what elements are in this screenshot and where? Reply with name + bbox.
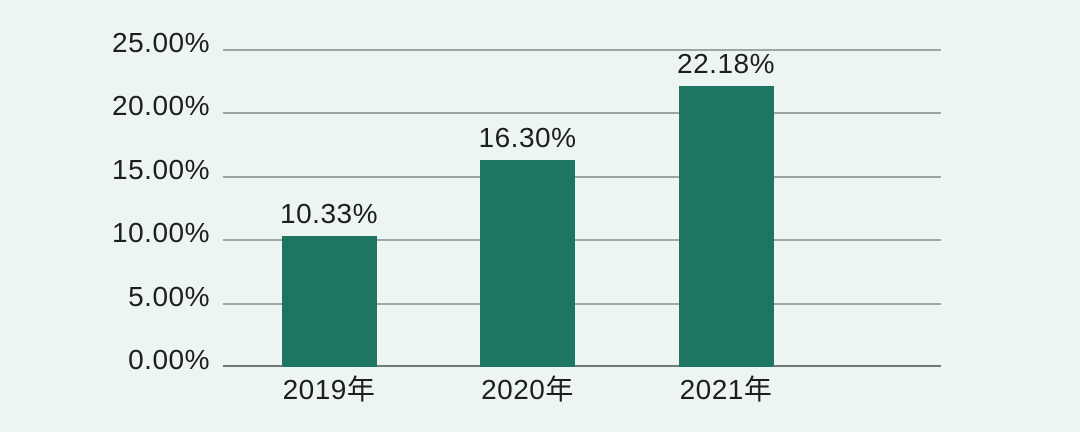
bar-2020 [480,160,575,367]
gridline-20pct [223,112,941,115]
y-axis-tick-label: 5.00% [128,280,210,312]
y-axis-tick-label: 15.00% [112,153,210,185]
bar-value-label-2019: 10.33% [280,198,378,229]
bar-value-label-2020: 16.30% [478,122,577,154]
gridline-15pct [223,175,941,178]
gridline-10pct [223,239,941,242]
x-axis-label-2019: 2019年 [282,374,376,405]
y-axis-tick-label: 20.00% [112,90,210,122]
bar-2019 [281,236,377,367]
gridline-25pct [223,49,941,51]
plot-area [223,49,941,367]
x-axis-label-2021: 2021年 [679,374,773,405]
y-axis-tick-label: 10.00% [112,217,210,249]
y-axis-tick-label: 0.00% [128,344,210,375]
bar-2021 [678,85,774,367]
gridline-5pct [223,302,941,305]
bar-value-label-2021: 22.18% [677,47,775,79]
y-axis-tick-label: 25.00% [112,27,210,58]
x-axis-label-2020: 2020年 [481,374,574,405]
